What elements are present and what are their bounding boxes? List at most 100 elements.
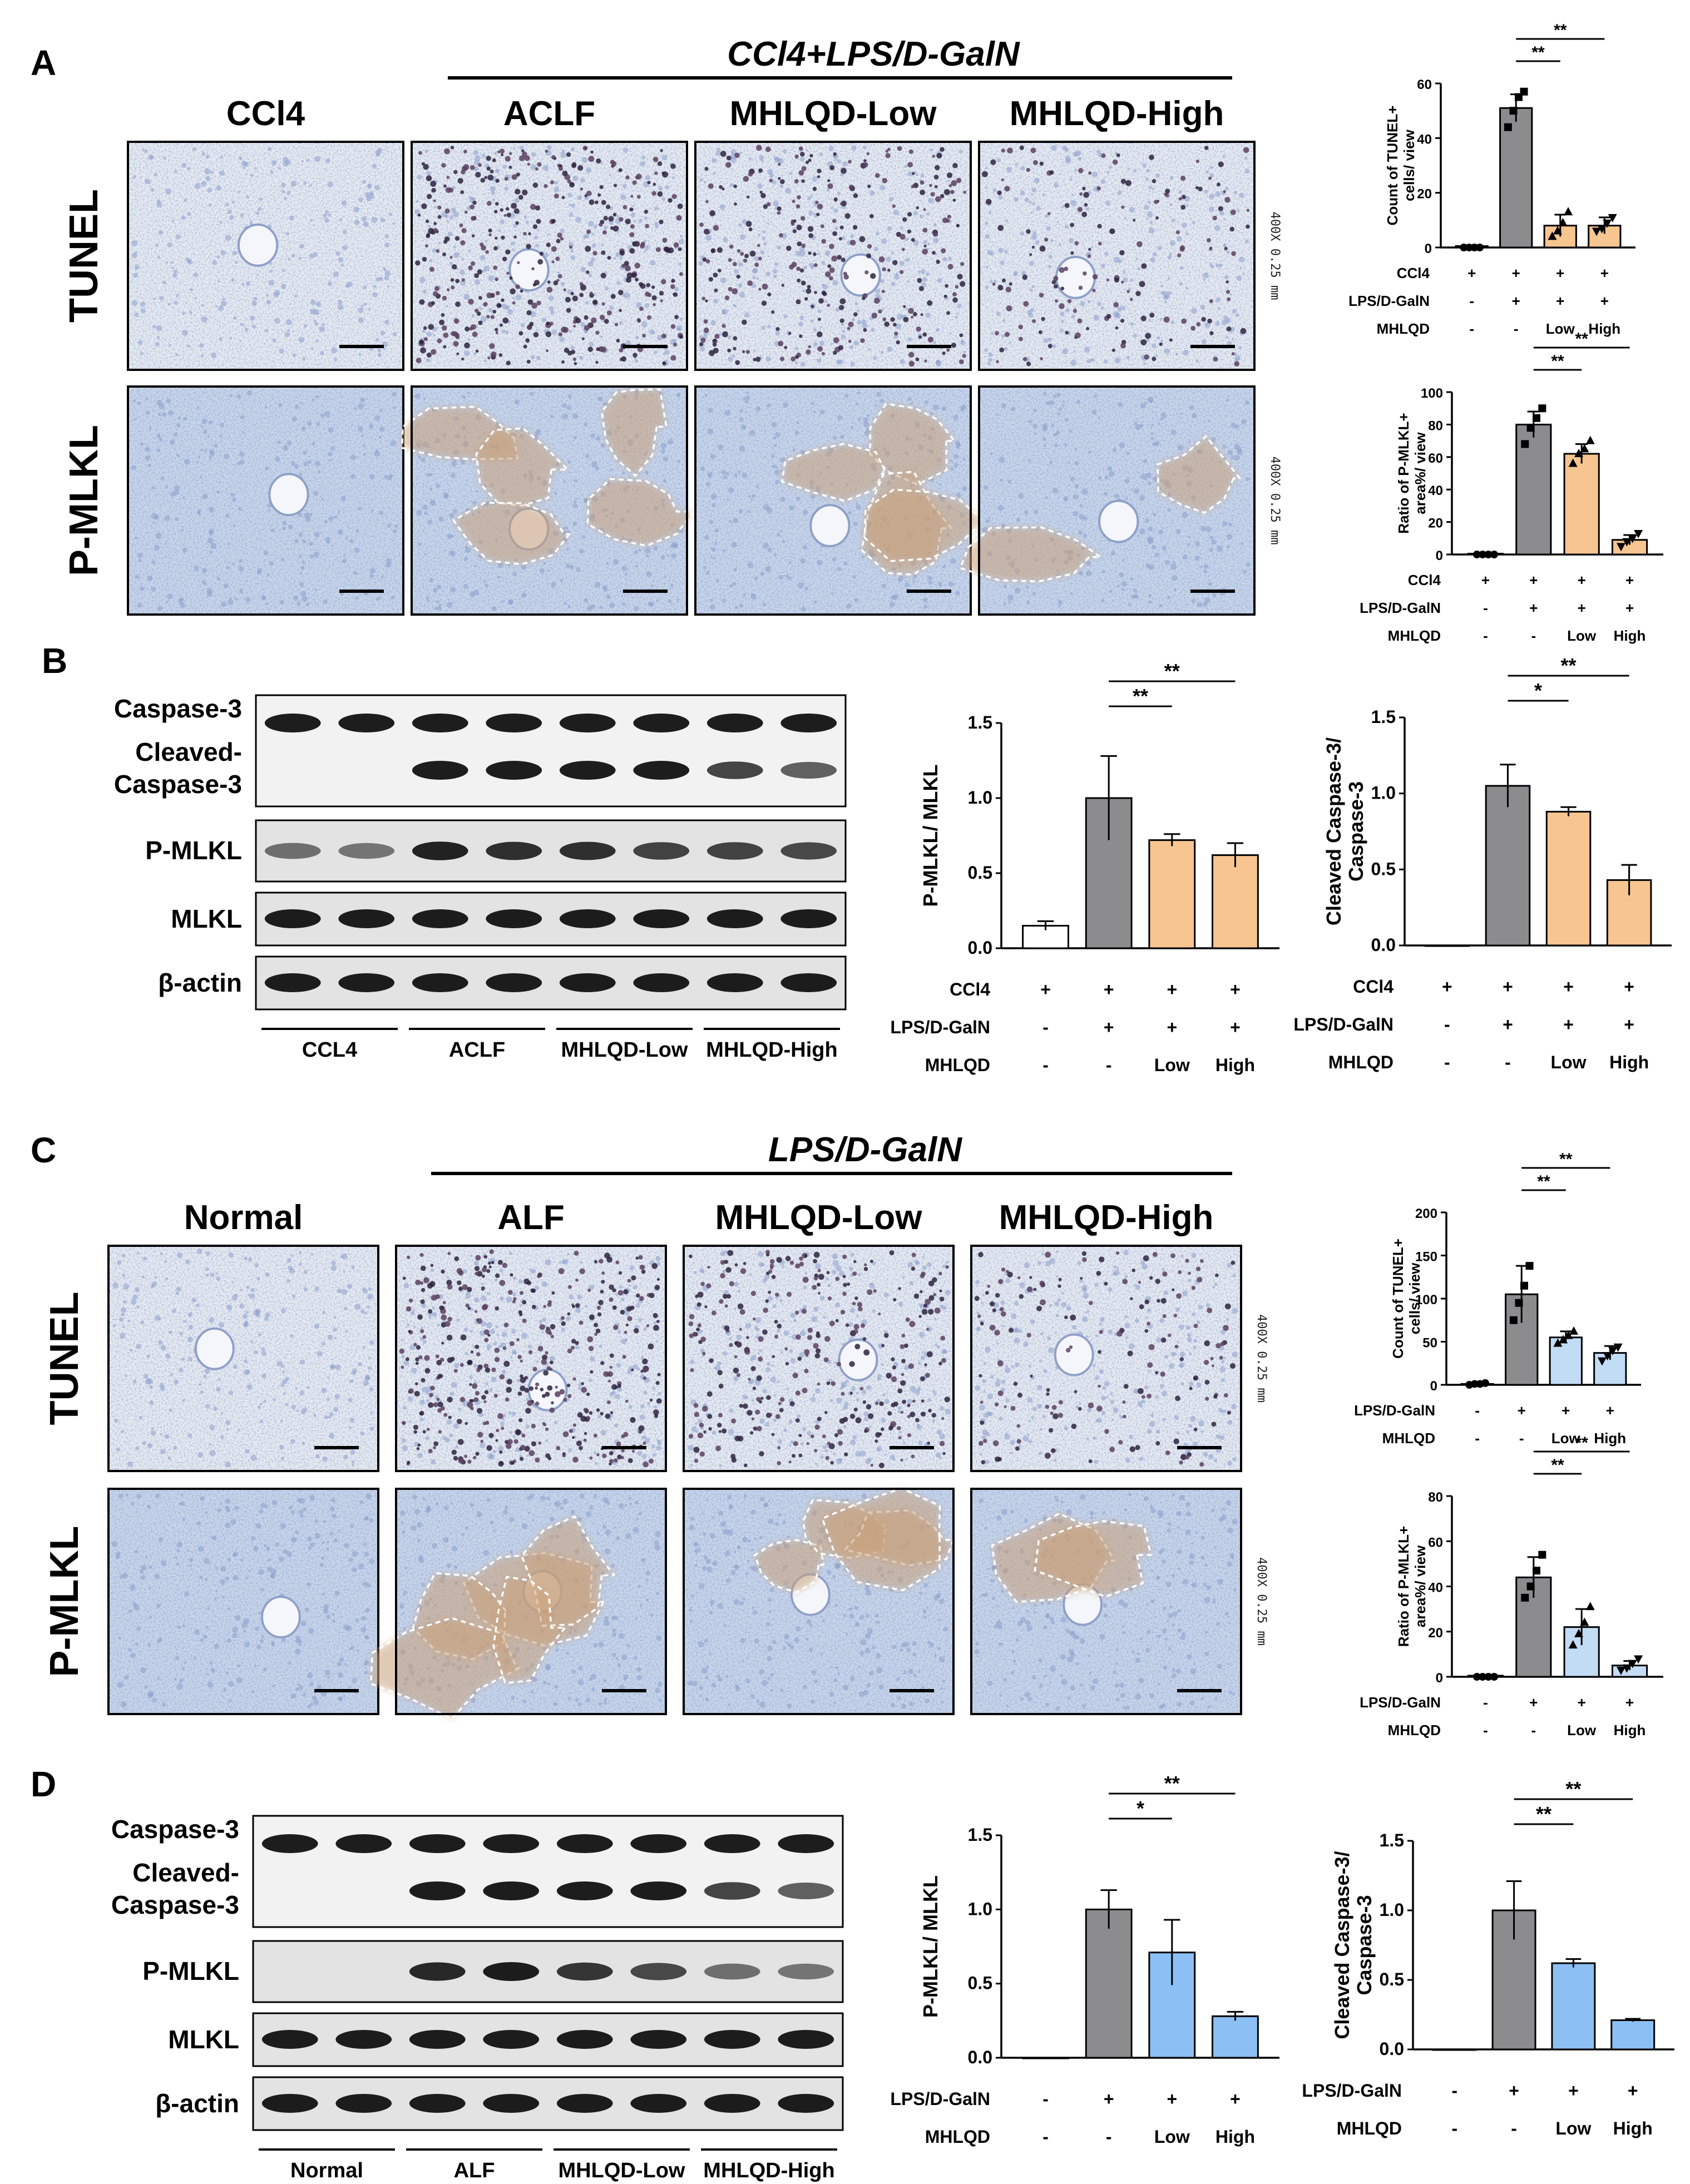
tunel-positive-dot: [491, 351, 497, 358]
nucleus-dot: [181, 162, 187, 168]
nucleus-dot: [362, 444, 365, 447]
tunel-positive-dot: [654, 1285, 660, 1290]
nucleus-dot: [294, 538, 299, 543]
nucleus-dot: [297, 602, 301, 606]
nucleus-dot: [858, 418, 861, 421]
nucleus-dot: [1019, 1282, 1025, 1289]
tunel-positive-dot: [483, 1255, 487, 1259]
nucleus-dot: [713, 172, 716, 175]
tunel-positive-dot: [577, 1412, 583, 1418]
nucleus-dot: [350, 474, 356, 479]
tunel-positive-dot: [527, 299, 533, 305]
nucleus-dot: [576, 567, 581, 572]
tunel-positive-dot: [595, 330, 600, 335]
nucleus-dot: [1225, 186, 1229, 191]
nucleus-dot: [641, 155, 646, 160]
nucleus-dot: [624, 1310, 630, 1316]
nucleus-dot: [815, 1388, 821, 1394]
nucleus-dot: [761, 325, 765, 330]
nucleus-dot: [654, 221, 659, 226]
nucleus-dot: [368, 1287, 372, 1291]
nucleus-dot: [1170, 563, 1177, 570]
nucleus-dot: [562, 403, 567, 408]
nucleus-dot: [364, 1375, 370, 1381]
nucleus-dot: [998, 247, 1004, 254]
nucleus-dot: [734, 473, 738, 477]
tunel-positive-dot: [908, 361, 915, 367]
nucleus-dot: [1133, 588, 1138, 593]
tunel-positive-dot: [642, 1358, 648, 1365]
tunel-positive-dot: [1106, 278, 1110, 281]
tunel-positive-dot: [825, 1455, 829, 1460]
nucleus-dot: [1147, 1429, 1152, 1434]
nucleus-dot: [137, 558, 142, 563]
tunel-positive-dot: [1120, 179, 1126, 184]
tunel-positive-dot: [1019, 145, 1024, 150]
tunel-positive-dot: [1144, 354, 1149, 360]
nucleus-dot: [1119, 1414, 1122, 1418]
nucleus-dot: [280, 1457, 284, 1460]
tunel-positive-dot: [670, 324, 676, 329]
nucleus-dot: [1218, 1408, 1223, 1413]
tunel-positive-dot: [832, 219, 837, 224]
tunel-positive-dot: [465, 1303, 470, 1308]
nucleus-dot: [154, 1276, 157, 1279]
nucleus-dot: [460, 280, 466, 286]
nucleus-dot: [258, 1333, 261, 1336]
nucleus-dot: [913, 240, 919, 246]
tunel-positive-dot: [497, 150, 500, 153]
tunel-positive-dot: [510, 1273, 513, 1277]
tunel-positive-dot: [733, 184, 737, 189]
nucleus-dot: [1155, 1395, 1159, 1399]
nucleus-dot: [589, 341, 594, 347]
nucleus-dot: [854, 597, 859, 602]
tunel-positive-dot: [959, 333, 963, 338]
nucleus-dot: [579, 1261, 582, 1264]
tunel-positive-dot: [853, 1324, 859, 1330]
nucleus-dot: [1098, 416, 1101, 419]
nucleus-dot: [1028, 1439, 1032, 1444]
tunel-positive-dot: [1175, 230, 1180, 235]
nucleus-dot: [617, 1330, 621, 1334]
stain-outline: [781, 443, 886, 502]
tunel-positive-dot: [732, 261, 737, 266]
tunel-positive-dot: [493, 246, 498, 251]
tunel-positive-dot: [874, 173, 880, 178]
nucleus-dot: [942, 257, 947, 262]
nucleus-dot: [226, 1304, 233, 1310]
tunel-positive-dot: [595, 360, 599, 364]
nucleus-dot: [305, 516, 311, 522]
nucleus-dot: [1076, 399, 1081, 404]
tunel-positive-dot: [567, 1394, 572, 1398]
nucleus-dot: [907, 337, 912, 342]
tunel-positive-dot: [946, 172, 953, 179]
tunel-positive-dot: [849, 1361, 855, 1367]
nucleus-dot: [824, 250, 831, 256]
nucleus-dot: [280, 182, 286, 188]
nucleus-dot: [577, 1294, 582, 1300]
nucleus-dot: [1223, 243, 1227, 247]
tunel-positive-dot: [750, 1431, 754, 1435]
nucleus-dot: [218, 1322, 224, 1328]
nucleus-dot: [580, 355, 584, 360]
nucleus-dot: [772, 269, 778, 274]
tunel-positive-dot: [590, 150, 594, 154]
nucleus-dot: [672, 176, 675, 180]
nucleus-dot: [798, 582, 804, 588]
nucleus-dot: [548, 295, 554, 301]
tunel-positive-dot: [583, 1438, 587, 1442]
nucleus-dot: [727, 498, 729, 501]
nucleus-dot: [591, 257, 595, 262]
tunel-positive-dot: [498, 1460, 504, 1467]
nucleus-dot: [1086, 1310, 1089, 1314]
nucleus-dot: [987, 1393, 993, 1400]
tunel-positive-dot: [834, 1433, 839, 1438]
micrograph: [694, 141, 972, 371]
nucleus-dot: [424, 511, 428, 515]
nucleus-dot: [742, 472, 748, 478]
tunel-positive-dot: [873, 298, 880, 304]
nucleus-dot: [475, 155, 481, 161]
tunel-positive-dot: [992, 1308, 996, 1313]
tunel-positive-dot: [419, 1410, 424, 1416]
nucleus-dot: [918, 1440, 923, 1445]
